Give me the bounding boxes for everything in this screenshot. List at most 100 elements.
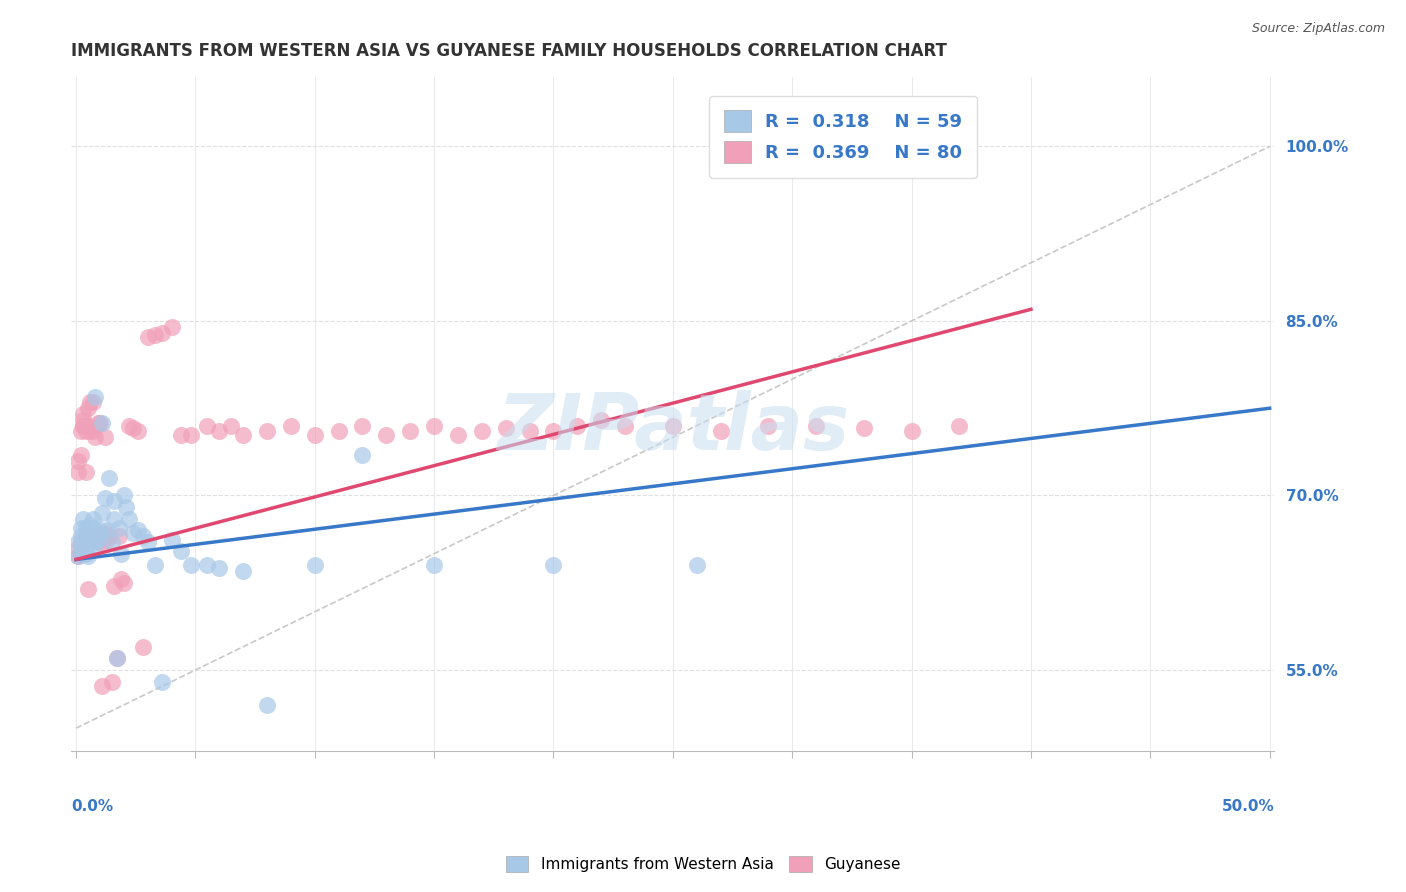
Point (75, 525, 97, 540)
Point (567, 418, 589, 433)
Point (91, 535, 114, 549)
Point (110, 572, 132, 586)
Point (98, 471, 121, 485)
Point (195, 418, 218, 433)
Point (160, 319, 183, 334)
Text: 0.0%: 0.0% (72, 798, 114, 814)
Point (69, 425, 91, 439)
Point (108, 529, 131, 543)
Point (423, 558, 446, 573)
Point (89, 525, 111, 540)
Text: 50.0%: 50.0% (1222, 798, 1274, 814)
Point (828, 139, 851, 153)
Point (150, 674, 173, 689)
Point (75, 537, 97, 551)
Point (105, 651, 128, 665)
Point (86, 535, 108, 549)
Point (67, 535, 90, 549)
Point (304, 558, 326, 573)
Point (91, 679, 114, 693)
Point (82, 395, 104, 409)
Point (77, 401, 100, 416)
Point (82, 535, 104, 549)
Point (127, 524, 149, 538)
Point (86, 525, 108, 540)
Point (948, 418, 970, 433)
Point (77, 418, 100, 433)
Point (256, 698, 278, 712)
Point (110, 547, 132, 561)
Point (96, 524, 118, 538)
Text: Source: ZipAtlas.com: Source: ZipAtlas.com (1251, 22, 1385, 36)
Point (232, 564, 254, 578)
Point (72, 413, 94, 427)
Point (143, 327, 166, 342)
Point (591, 413, 613, 427)
Point (75, 547, 97, 561)
Point (423, 418, 446, 433)
Point (543, 558, 565, 573)
Point (67, 465, 90, 479)
Point (103, 512, 125, 526)
Point (232, 428, 254, 442)
Point (304, 428, 326, 442)
Point (79, 425, 101, 439)
Point (471, 425, 494, 439)
Point (93, 491, 115, 505)
Point (89, 529, 111, 543)
Point (96, 533, 118, 547)
Point (280, 418, 302, 433)
Point (79, 517, 101, 532)
Point (67, 541, 90, 555)
Point (132, 529, 155, 543)
Point (67, 453, 90, 467)
Point (77, 525, 100, 540)
Point (86, 533, 108, 547)
Point (72, 418, 94, 433)
Point (352, 448, 374, 462)
Point (84, 430, 107, 444)
Text: IMMIGRANTS FROM WESTERN ASIA VS GUYANESE FAMILY HOUSEHOLDS CORRELATION CHART: IMMIGRANTS FROM WESTERN ASIA VS GUYANESE… (72, 42, 948, 60)
Point (72, 407, 94, 421)
Point (72, 535, 94, 549)
Point (614, 418, 637, 433)
Point (84, 529, 107, 543)
Point (72, 547, 94, 561)
Point (686, 558, 709, 573)
Point (447, 428, 470, 442)
Point (69, 541, 91, 555)
Point (79, 529, 101, 543)
Point (89, 524, 111, 538)
Point (86, 417, 108, 431)
Point (72, 512, 94, 526)
Point (756, 418, 779, 433)
Point (91, 417, 114, 431)
Point (117, 512, 139, 526)
Point (170, 544, 193, 558)
Point (69, 535, 91, 549)
Point (82, 521, 104, 535)
Point (101, 535, 124, 549)
Point (79, 395, 101, 409)
Point (122, 421, 145, 435)
Point (143, 558, 166, 573)
Point (375, 428, 398, 442)
Point (69, 521, 91, 535)
Point (105, 651, 128, 665)
Point (519, 425, 541, 439)
Point (208, 560, 231, 574)
Point (75, 465, 97, 479)
Point (170, 428, 193, 442)
Point (67, 549, 90, 563)
Point (352, 418, 374, 433)
Legend: Immigrants from Western Asia, Guyanese: Immigrants from Western Asia, Guyanese (498, 848, 908, 880)
Point (67, 549, 90, 563)
Point (495, 421, 517, 435)
Point (122, 525, 145, 540)
Point (132, 640, 155, 654)
Point (127, 425, 149, 439)
Point (69, 448, 91, 462)
Point (103, 494, 125, 508)
Point (103, 579, 125, 593)
Point (79, 529, 101, 543)
